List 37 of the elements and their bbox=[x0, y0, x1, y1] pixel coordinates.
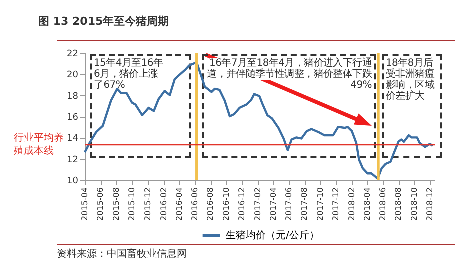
x-tick-label: 2016-04 bbox=[174, 188, 184, 221]
ref-line-label: 行业平均养殖成本线 bbox=[14, 132, 65, 158]
x-tick-label: 2015-06 bbox=[96, 188, 106, 221]
x-tick-label: 2017-02 bbox=[254, 188, 263, 221]
x-tick-label: 2018-12 bbox=[426, 188, 435, 221]
x-tick-label: 2016-06 bbox=[190, 188, 200, 221]
y-tick-label: 12 bbox=[67, 155, 78, 166]
x-tick-label: 2018-04 bbox=[362, 188, 372, 221]
y-tick-label: 20 bbox=[67, 70, 79, 81]
legend-label: 生猪均价（元/公斤） bbox=[226, 230, 320, 242]
text: 资料来源：中国畜牧业信息网 bbox=[57, 248, 187, 261]
x-tick-label: 2017-10 bbox=[316, 188, 325, 221]
y-tick-label: 14 bbox=[67, 134, 79, 144]
annotation: 16年7月至18年4月，猪价进入下行通道，并伴随季节性调整，猪价整体下跌49% bbox=[207, 58, 372, 91]
y-tick-label: 16 bbox=[67, 113, 79, 123]
x-tick-label: 2018-06 bbox=[378, 188, 388, 221]
x-tick-label: 2016-02 bbox=[159, 188, 168, 221]
y-tick-label: 10 bbox=[67, 176, 79, 186]
x-tick-label: 2015-04 bbox=[80, 188, 90, 221]
y-tick-label: 18 bbox=[67, 92, 79, 102]
x-tick-label: 2017-08 bbox=[300, 188, 310, 221]
x-tick-label: 2017-06 bbox=[284, 188, 294, 221]
x-tick-label: 2016-10 bbox=[222, 188, 231, 221]
y-tick-label: 22 bbox=[67, 50, 78, 60]
x-tick-label: 2015-12 bbox=[143, 188, 152, 221]
x-tick-label: 2018-08 bbox=[394, 188, 404, 221]
x-tick-label: 2018-02 bbox=[348, 188, 357, 221]
x-tick-label: 2015-08 bbox=[112, 188, 121, 221]
x-tick-label: 2016-12 bbox=[238, 188, 247, 221]
x-tick-label: 2017-04 bbox=[268, 188, 278, 221]
annotation: 15年4月至16年6月，猪价上涨了67% bbox=[94, 58, 164, 91]
annotation: 18年8月后受非洲猪瘟影响，区域价差扩大 bbox=[386, 58, 435, 102]
x-tick-label: 2016-08 bbox=[206, 188, 216, 221]
x-tick-label: 2017-12 bbox=[332, 188, 341, 221]
chart-title: 图 13 2015年至今猪周期 bbox=[38, 15, 170, 28]
x-tick-label: 2015-10 bbox=[128, 188, 137, 221]
x-tick-label: 2018-10 bbox=[410, 188, 419, 221]
